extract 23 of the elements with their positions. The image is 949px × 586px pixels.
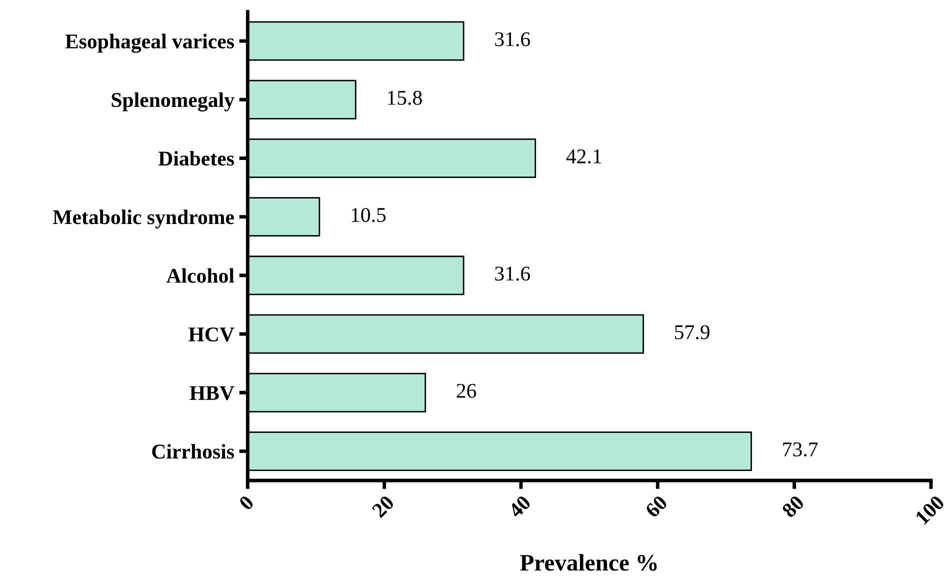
data-label: 42.1 xyxy=(566,149,602,164)
x-tick-label: 40 xyxy=(508,494,532,519)
data-label: 10.5 xyxy=(352,208,386,222)
x-tick-label: 60 xyxy=(644,494,668,518)
y-tick-label: Splenomegaly xyxy=(112,92,234,112)
y-tick-label: Diabetes xyxy=(158,150,234,166)
x-tick-label: 100 xyxy=(914,494,946,525)
data-label: 31.6 xyxy=(495,266,530,281)
y-tick-label: Alcohol xyxy=(166,268,234,283)
y-tick-label: HCV xyxy=(188,327,234,342)
y-tick-label: Esophageal varices xyxy=(65,34,234,53)
data-label: 57.9 xyxy=(675,325,710,340)
y-tick-label: Cirrhosis xyxy=(152,444,234,459)
x-tick-label: 20 xyxy=(371,494,395,518)
x-tick-label: 0 xyxy=(238,494,254,511)
x-axis-title: Prevalence % xyxy=(520,554,657,571)
data-label: 73.7 xyxy=(783,442,818,457)
data-label: 26 xyxy=(456,384,476,398)
y-tick-label: Metabolic syndrome xyxy=(52,210,234,229)
data-label: 15.8 xyxy=(388,90,422,105)
data-label: 31.6 xyxy=(495,32,530,46)
y-tick-label: HBV xyxy=(190,386,234,400)
x-tick-label: 80 xyxy=(781,494,805,518)
